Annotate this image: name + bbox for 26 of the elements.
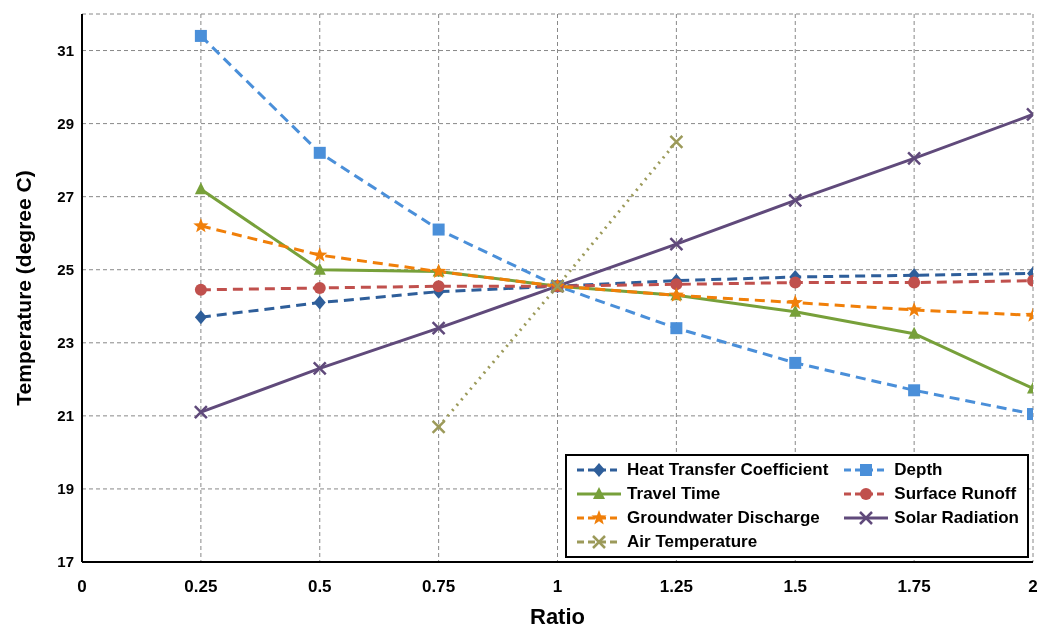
x-tick-label: 2: [1028, 577, 1038, 597]
x-tick-label: 1.75: [897, 577, 931, 597]
y-tick-label: 25: [57, 261, 74, 279]
y-tick-label: 27: [57, 187, 74, 205]
y-tick-label: 21: [57, 407, 74, 425]
y-tick-label: 23: [57, 334, 74, 352]
y-tick-label: 17: [57, 553, 74, 571]
y-tick-label: 31: [57, 41, 74, 59]
legend-label: Heat Transfer Coefficient: [627, 460, 829, 480]
legend-label: Solar Radiation: [894, 508, 1019, 528]
y-tick-label: 29: [57, 114, 74, 132]
legend-label: Groundwater Discharge: [627, 508, 820, 528]
x-tick-label: 0.75: [422, 577, 456, 597]
y-tick-label: 19: [57, 480, 74, 498]
x-tick-label: 1.5: [783, 577, 808, 597]
x-tick-label: 1.25: [659, 577, 693, 597]
x-axis-title: Ratio: [530, 604, 585, 629]
legend-label: Surface Runoff: [894, 484, 1017, 504]
y-axis-title: Temperature (degree C): [12, 170, 36, 406]
x-tick-label: 0.25: [184, 577, 218, 597]
x-tick-label: 0: [77, 577, 87, 597]
x-tick-label: 1: [552, 577, 563, 597]
x-tick-label: 0.5: [307, 577, 332, 597]
legend-label: Air Temperature: [627, 532, 758, 552]
legend-label: Travel Time: [627, 484, 721, 504]
legend-label: Depth: [894, 460, 943, 480]
